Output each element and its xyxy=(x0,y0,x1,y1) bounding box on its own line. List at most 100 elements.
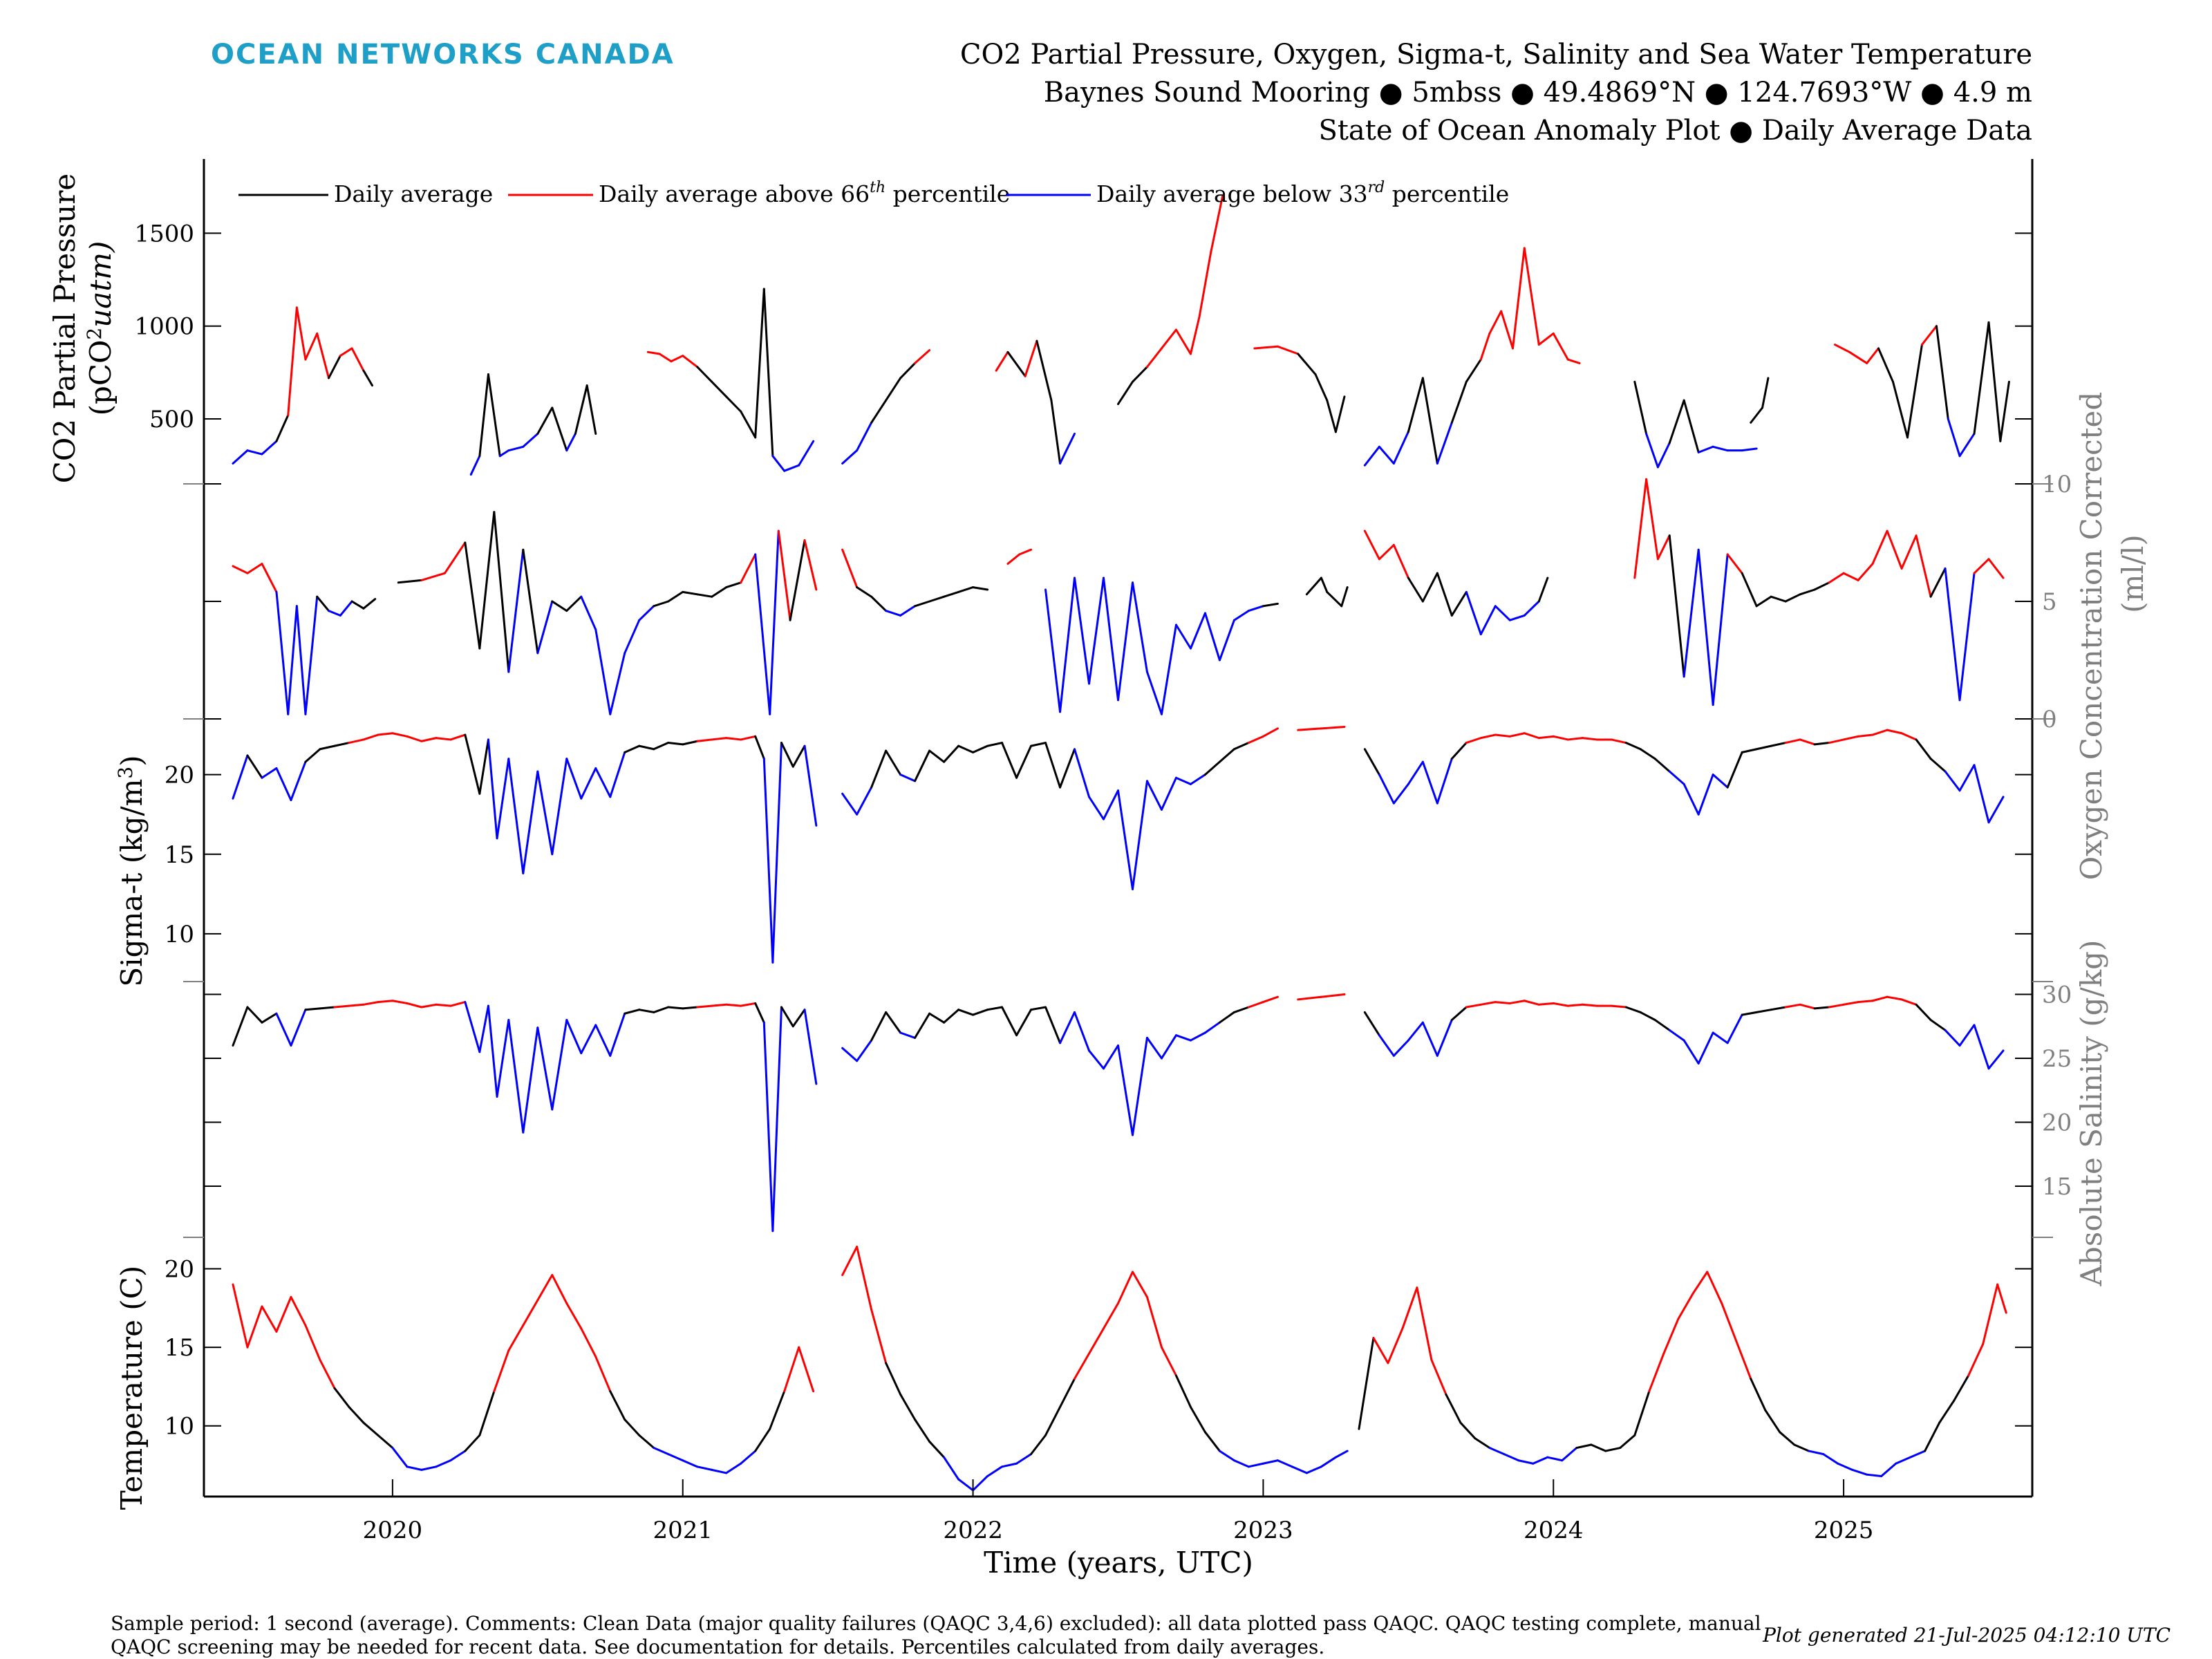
data-line-salinity-seg0-0 xyxy=(232,1006,249,1047)
data-line-salinity-seg1-27 xyxy=(1232,1006,1250,1013)
data-line-temperature-seg0-33 xyxy=(711,1468,728,1474)
data-line-co2-seg10-1 xyxy=(1848,350,1868,364)
y-tick-label: 1500 xyxy=(134,220,194,247)
y-tick-label: 10 xyxy=(165,921,194,948)
data-line-sigma-seg3-1 xyxy=(1378,774,1395,805)
data-line-temperature-seg0-10 xyxy=(377,1434,394,1450)
data-line-oxygen-seg1-9 xyxy=(551,600,568,612)
data-line-temperature-seg1-14 xyxy=(1044,1405,1062,1436)
data-line-salinity-seg0-17 xyxy=(478,1004,489,1053)
data-line-co2-seg8-8 xyxy=(1741,447,1758,452)
data-line-sigma-seg0-17 xyxy=(478,738,489,795)
data-line-sigma-seg3-19 xyxy=(1639,748,1656,760)
data-line-temperature-seg2-25 xyxy=(1721,1302,1738,1342)
data-line-salinity-seg3-41 xyxy=(1958,1024,1976,1047)
data-line-co2-seg10-11 xyxy=(1987,321,2002,442)
data-line-oxygen-seg0-8 xyxy=(328,610,341,617)
data-line-sigma-seg0-29 xyxy=(638,744,655,751)
data-line-temperature-seg2-16 xyxy=(1590,1443,1607,1452)
data-line-salinity-seg0-4 xyxy=(290,1009,307,1047)
data-line-co2-seg4-4 xyxy=(1050,399,1062,465)
data-line-oxygen-seg2-5 xyxy=(914,600,931,608)
data-line-temperature-seg0-7 xyxy=(333,1387,350,1408)
data-line-co2-seg10-2 xyxy=(1866,347,1880,364)
data-line-temperature-seg2-39 xyxy=(1924,1421,1941,1452)
data-line-salinity-seg1-22 xyxy=(1160,1034,1177,1060)
data-line-co2-seg8-4 xyxy=(1683,399,1700,453)
data-line-oxygen-seg4-0 xyxy=(1044,588,1062,713)
data-line-sigma-seg3-12 xyxy=(1537,735,1555,740)
data-line-temperature-seg1-6 xyxy=(928,1440,946,1459)
data-line-sigma-seg0-6 xyxy=(319,744,336,751)
data-line-oxygen-seg1-17 xyxy=(667,590,684,603)
data-line-sigma-seg0-10 xyxy=(377,732,394,736)
data-line-co2-seg7-12 xyxy=(1523,247,1540,346)
data-line-oxygen-seg7-19 xyxy=(1900,534,1918,570)
data-line-oxygen-seg1-7 xyxy=(522,548,539,655)
data-line-oxygen-seg6-6 xyxy=(1450,590,1468,617)
panel-sigma: 10 15 20 Sigma-t (kg/m3) xyxy=(114,726,2032,987)
data-line-salinity-seg3-40 xyxy=(1944,1029,1961,1047)
data-line-co2-seg10-8 xyxy=(1947,418,1961,458)
data-line-oxygen-seg4-5 xyxy=(1117,581,1134,702)
data-line-salinity-seg1-7 xyxy=(943,1009,960,1024)
data-line-temperature-seg0-1 xyxy=(246,1305,263,1349)
data-line-sigma-seg3-6 xyxy=(1450,742,1468,760)
data-line-sigma-seg1-2 xyxy=(870,749,888,789)
data-line-salinity-seg2-0 xyxy=(1297,995,1322,1001)
data-line-co2-seg7-6 xyxy=(1450,380,1468,424)
data-line-oxygen-seg4-6 xyxy=(1131,581,1148,673)
data-line-co2-seg1-10 xyxy=(585,384,597,435)
data-line-salinity-seg0-25 xyxy=(580,1024,597,1055)
data-line-oxygen-seg1-19 xyxy=(696,593,713,598)
data-line-sigma-seg3-32 xyxy=(1828,738,1845,744)
data-line-salinity-seg1-5 xyxy=(914,1012,931,1039)
data-line-sigma-seg3-3 xyxy=(1407,760,1424,785)
data-line-salinity-seg2-1 xyxy=(1320,993,1346,998)
data-line-co2-seg3-3 xyxy=(885,377,902,402)
data-line-temperature-seg0-32 xyxy=(696,1465,713,1471)
data-line-sigma-seg3-18 xyxy=(1624,742,1642,751)
data-line-sigma-seg0-34 xyxy=(711,737,728,741)
data-line-temperature-seg1-13 xyxy=(1030,1434,1047,1456)
data-line-salinity-seg3-24 xyxy=(1712,1031,1729,1044)
y-tick-label: 10 xyxy=(2042,471,2072,498)
data-line-sigma-seg0-11 xyxy=(391,732,409,738)
data-line-oxygen-seg7-17 xyxy=(1871,529,1888,565)
data-line-oxygen-seg2-3 xyxy=(885,610,902,617)
data-line-co2-seg2-12 xyxy=(798,440,815,467)
data-line-salinity-seg0-9 xyxy=(362,1001,379,1006)
data-line-sigma-seg1-16 xyxy=(1074,748,1091,798)
data-line-temperature-seg1-33 xyxy=(1320,1456,1337,1468)
data-line-oxygen-seg6-4 xyxy=(1421,572,1438,603)
data-line-co2-seg6-3 xyxy=(1314,373,1329,402)
data-line-temperature-seg1-0 xyxy=(841,1246,859,1277)
data-line-salinity-seg1-1 xyxy=(856,1039,873,1062)
x-tick-label: 2023 xyxy=(1233,1517,1293,1544)
data-line-oxygen-seg4-8 xyxy=(1160,624,1177,715)
data-line-co2-seg6-0 xyxy=(1253,345,1279,350)
data-line-sigma-seg1-5 xyxy=(914,749,931,782)
data-line-co2-seg4-5 xyxy=(1059,432,1076,465)
data-line-co2-seg2-2 xyxy=(670,355,684,363)
data-line-salinity-seg0-16 xyxy=(464,1001,481,1053)
data-line-oxygen-seg6-1 xyxy=(1378,543,1395,561)
data-line-co2-seg7-0 xyxy=(1363,445,1380,467)
data-line-oxygen-seg3-1 xyxy=(1018,548,1033,556)
data-line-sigma-seg3-23 xyxy=(1697,774,1714,816)
data-line-oxygen-seg6-0 xyxy=(1363,529,1380,561)
data-line-sigma-seg3-21 xyxy=(1668,770,1685,785)
data-line-salinity-seg0-26 xyxy=(594,1024,612,1057)
y-tick-label: 25 xyxy=(2042,1045,2072,1073)
data-line-temperature-seg2-40 xyxy=(1938,1399,1956,1424)
data-line-sigma-seg0-41 xyxy=(791,744,806,768)
data-line-salinity-seg0-31 xyxy=(667,1006,684,1010)
data-line-sigma-seg3-41 xyxy=(1958,764,1976,792)
data-line-oxygen-seg1-13 xyxy=(609,652,626,715)
data-line-sigma-seg1-15 xyxy=(1059,748,1076,789)
data-line-co2-seg7-15 xyxy=(1566,358,1581,364)
data-line-co2-seg0-9 xyxy=(339,347,353,357)
data-line-co2-seg0-1 xyxy=(246,449,263,456)
y-axis-unit-co2: (pCO2uatm) xyxy=(83,241,118,416)
data-line-salinity-seg0-23 xyxy=(551,1019,568,1111)
